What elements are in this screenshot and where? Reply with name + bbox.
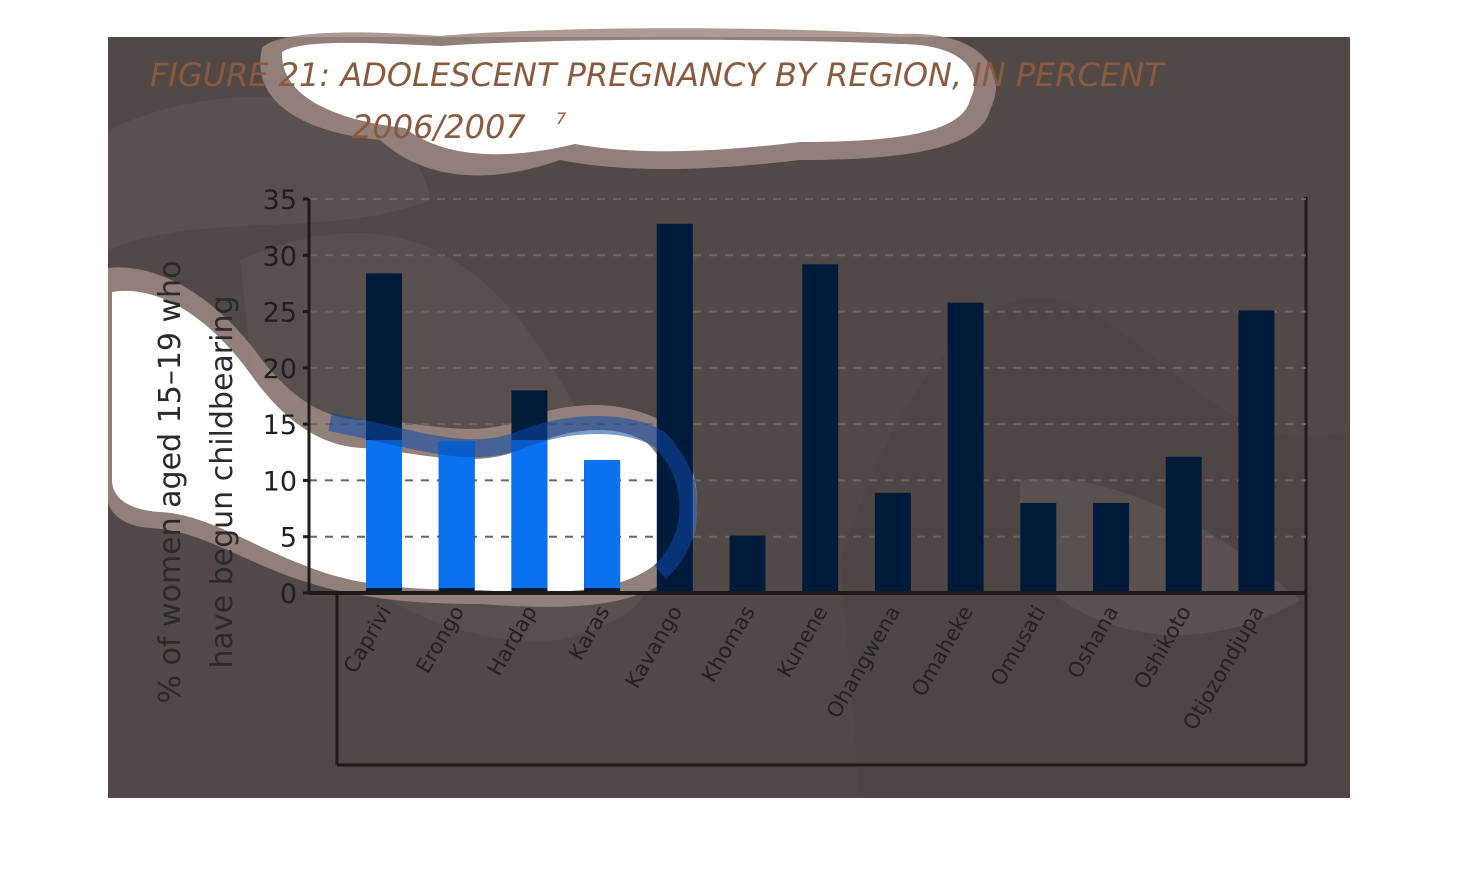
bar-highlight-hardap [511,440,548,588]
y-tick-label: 20 [263,354,297,385]
chart-title: FIGURE 21: ADOLESCENT PREGNANCY BY REGIO… [150,56,1166,94]
y-tick-label: 10 [263,466,297,497]
bar-kunene [802,264,839,593]
y-tick-label: 15 [263,410,297,441]
footnote-marker: 7 [556,109,567,128]
bar-highlight-caprivi [366,440,402,588]
bar-omaheke [947,302,984,593]
highlight-ring [328,413,698,579]
title-highlight [281,39,975,155]
bar-oshikoto [1165,456,1202,593]
bar-highlight-erongo [438,441,475,588]
y-tick-label: 25 [263,298,297,329]
bar-otjozondjupa [1238,310,1275,593]
bar-highlight-karas [584,460,621,588]
y-tick-label: 5 [280,523,297,554]
decorative-shape [1020,478,1300,635]
chart-subtitle: 2006/2007 [352,108,526,146]
bars [328,223,1275,593]
y-tick-label: 0 [280,579,297,610]
y-tick-label: 30 [263,241,297,272]
y-axis-title-line2: have begun childbearing [205,295,240,668]
bar-omusati [1020,502,1057,593]
bar-oshana [1093,502,1129,593]
y-tick-label: 35 [263,185,297,216]
bar-khomas [729,535,766,593]
bar-ohangwena [874,492,911,593]
y-axis-title-line1: % of women aged 15–19 who [153,261,188,704]
y-tick-labels: 0 5 10 15 20 25 30 35 [263,185,309,610]
